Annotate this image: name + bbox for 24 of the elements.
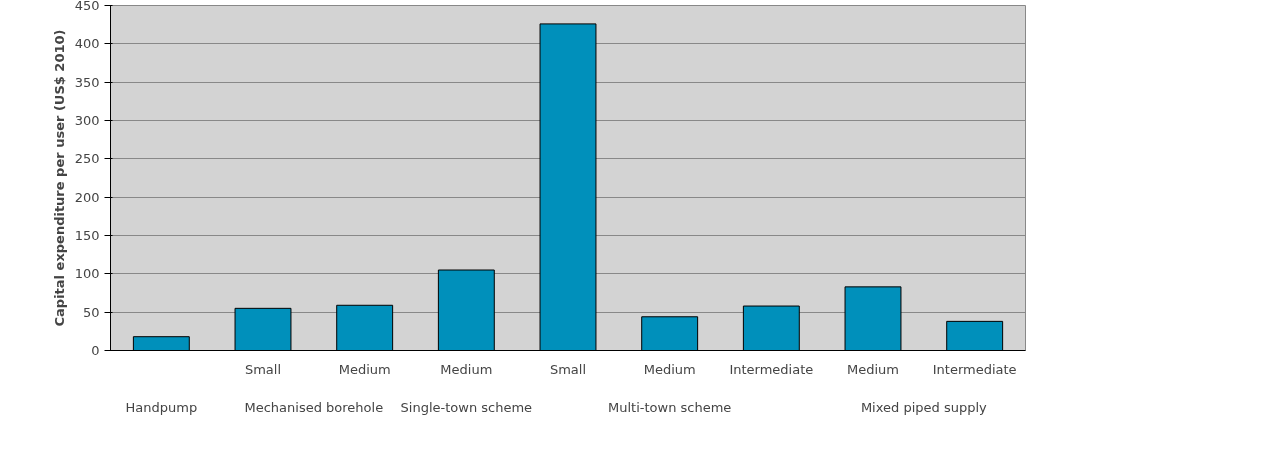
x-tick-label: Intermediate (729, 361, 814, 377)
x-tick-label: Small (244, 361, 282, 377)
y-tick-label: 400 (74, 36, 100, 52)
x-tick-label: Medium (847, 361, 899, 377)
text: Handpump (125, 399, 198, 415)
y-tick-label: 50 (82, 304, 100, 320)
y-tick-label: 150 (74, 228, 100, 243)
y-tick-label: 350 (74, 74, 100, 90)
text: Single-town scheme (400, 399, 533, 415)
x-tick-label: Intermediate (932, 361, 1017, 377)
y-tick-label: 100 (74, 266, 100, 282)
y-tick-label: 250 (74, 151, 100, 167)
x-tick-label: Medium (440, 361, 493, 377)
y-axis-title: Capital expenditure per user (US$ 2010) (51, 29, 67, 327)
x-tick-label: Small (549, 361, 587, 377)
text: Multi-town scheme (608, 399, 732, 415)
x-tick-label: Medium (338, 361, 391, 377)
text: Mixed piped supply (860, 399, 988, 415)
y-tick-label: 0 (91, 343, 100, 358)
y-tick-label: 450 (74, 0, 100, 13)
y-tick-label: 300 (74, 113, 100, 128)
text: Mechanised borehole (244, 399, 384, 415)
x-tick-label: Medium (643, 361, 696, 377)
y-tick-label: 200 (74, 189, 100, 205)
